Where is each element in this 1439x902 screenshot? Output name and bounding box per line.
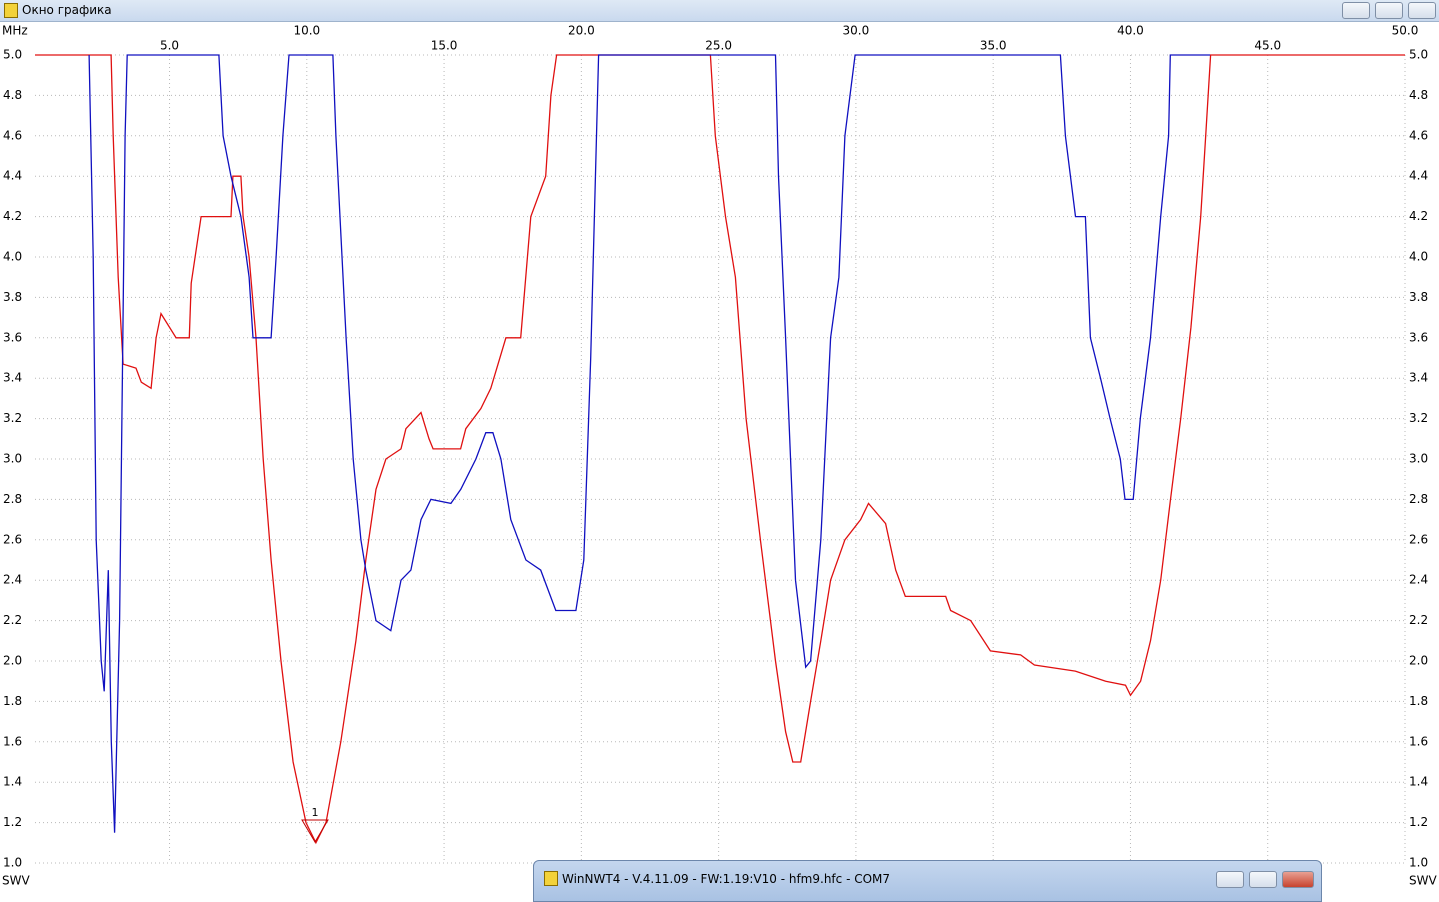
y-tick-label: 3.0 [3,452,22,466]
y-tick-label: 3.2 [1409,411,1428,425]
y-tick-label: 5.0 [1409,48,1428,62]
y-tick-label: 2.6 [3,532,22,546]
x-unit: MHz [2,24,28,38]
y-tick-label: 4.2 [3,209,22,223]
y-tick-label: 2.0 [3,654,22,668]
wnwt-window[interactable]: WinNWT4 - V.4.11.09 - FW:1.19:V10 - hfm9… [533,860,1322,902]
x-tick-label: 5.0 [160,39,179,53]
series-line [88,54,1211,833]
y-tick-label: 2.2 [1409,613,1428,627]
y-tick-label: 1.2 [3,815,22,829]
y-tick-label: 2.6 [1409,532,1428,546]
y-tick-label: 3.4 [3,371,22,385]
x-tick-label: 40.0 [1117,24,1144,38]
y-tick-label: 3.8 [3,290,22,304]
y-tick-label: 2.0 [1409,654,1428,668]
y-tick-label: 1.0 [1409,856,1428,870]
y-tick-label: 1.6 [3,734,22,748]
marker-label: 1 [312,806,319,819]
y-tick-label: 4.0 [3,250,22,264]
y-tick-label: 4.0 [1409,250,1428,264]
y-tick-label: 1.4 [3,775,22,789]
y-tick-label: 3.4 [1409,371,1428,385]
series-line [35,54,1405,845]
app-icon [544,871,558,886]
y-tick-label: 3.0 [1409,452,1428,466]
x-tick-label: 50.0 [1392,24,1419,38]
close-button[interactable] [1282,871,1314,888]
y-tick-label: 3.6 [3,330,22,344]
x-tick-label: 15.0 [431,39,458,53]
maximize-button[interactable] [1375,2,1403,19]
y-tick-label: 2.8 [3,492,22,506]
y-tick-label: 1.6 [1409,734,1428,748]
y-tick-label: 4.8 [3,88,22,102]
y-tick-label: 1.8 [1409,694,1428,708]
maximize-button[interactable] [1249,871,1277,888]
y-tick-label: 1.4 [1409,775,1428,789]
x-tick-label: 20.0 [568,24,595,38]
y-unit-right: SWV [1409,874,1437,888]
y-tick-label: 5.0 [3,48,22,62]
y-tick-label: 3.8 [1409,290,1428,304]
x-tick-label: 25.0 [705,39,732,53]
marker-triangle [301,819,329,843]
x-tick-label: 10.0 [293,24,320,38]
y-tick-label: 3.6 [1409,330,1428,344]
y-tick-label: 2.4 [1409,573,1428,587]
y-tick-label: 2.4 [3,573,22,587]
x-tick-label: 45.0 [1254,39,1281,53]
close-button[interactable] [1408,2,1436,19]
app-icon [4,3,18,18]
minimize-button[interactable] [1342,2,1370,19]
x-tick-label: 35.0 [980,39,1007,53]
y-tick-label: 4.4 [3,169,22,183]
y-tick-label: 2.8 [1409,492,1428,506]
y-tick-label: 4.6 [1409,128,1428,142]
y-tick-label: 1.8 [3,694,22,708]
y-tick-label: 1.2 [1409,815,1428,829]
y-tick-label: 2.2 [3,613,22,627]
y-tick-label: 1.0 [3,856,22,870]
window-titlebar: Окно графика [0,0,1439,22]
y-tick-label: 3.2 [3,411,22,425]
y-tick-label: 4.4 [1409,169,1428,183]
minimize-button[interactable] [1216,871,1244,888]
window-title: WinNWT4 - V.4.11.09 - FW:1.19:V10 - hfm9… [562,872,891,886]
y-tick-label: 4.8 [1409,88,1428,102]
x-tick-label: 30.0 [843,24,870,38]
y-tick-label: 4.2 [1409,209,1428,223]
y-unit-left: SWV [2,874,30,888]
window-title: Окно графика [22,3,112,17]
y-tick-label: 4.6 [3,128,22,142]
